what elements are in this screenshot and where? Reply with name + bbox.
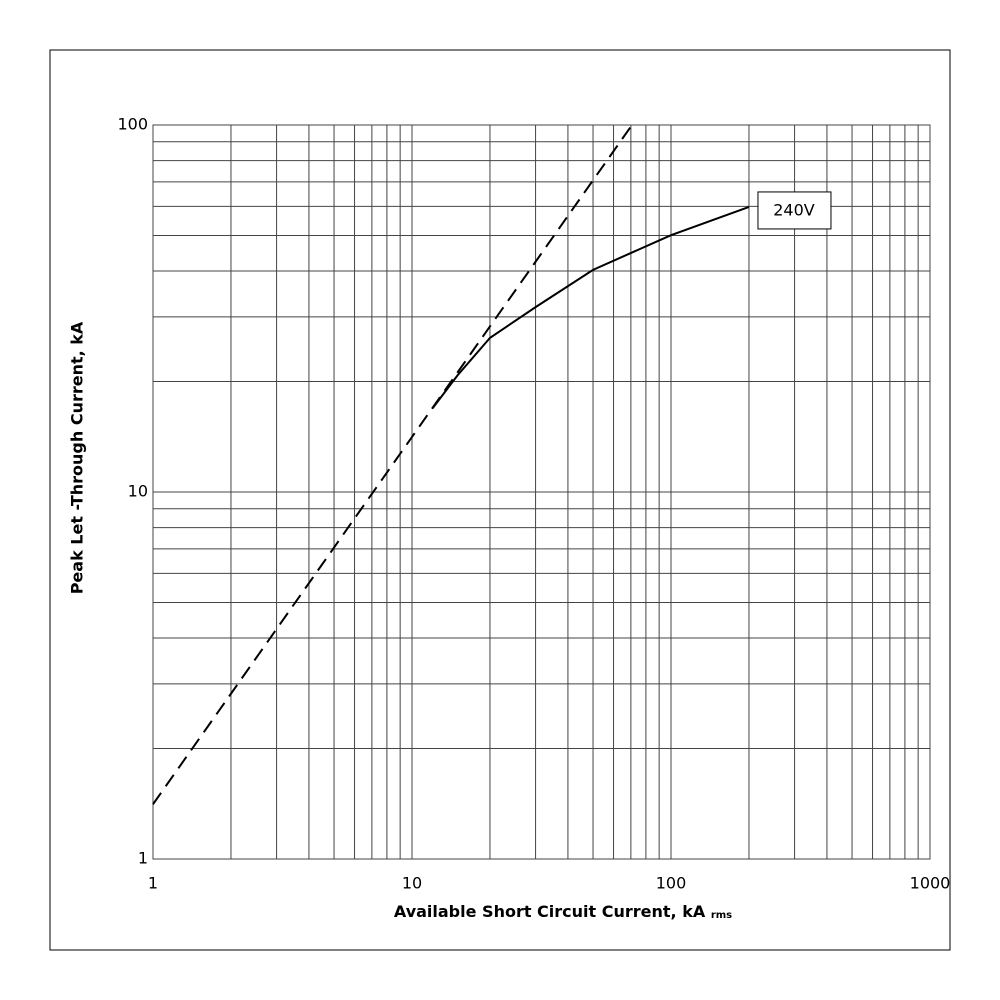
x-tick-label: 1000 bbox=[910, 874, 951, 893]
y-tick-label: 1 bbox=[138, 849, 148, 868]
plot-border bbox=[152, 124, 931, 860]
line-series bbox=[431, 206, 750, 409]
x-tick-label: 1 bbox=[148, 874, 158, 893]
x-axis-title-sub: rms bbox=[711, 910, 732, 921]
y-tick-label: 100 bbox=[117, 115, 148, 134]
y-tick-label: 10 bbox=[128, 482, 148, 501]
x-tick-label: 100 bbox=[656, 874, 687, 893]
y-axis-title: Peak Let -Through Current, kA bbox=[68, 321, 87, 594]
series-label: 240V bbox=[773, 200, 815, 219]
series-label-box bbox=[757, 191, 832, 230]
line-series bbox=[152, 124, 633, 805]
x-axis-title: Available Short Circuit Current, kA rms bbox=[394, 902, 732, 922]
x-tick-label: 10 bbox=[402, 874, 422, 893]
frame bbox=[49, 49, 951, 951]
x-axis-title-main: Available Short Circuit Current, kA bbox=[394, 902, 706, 921]
